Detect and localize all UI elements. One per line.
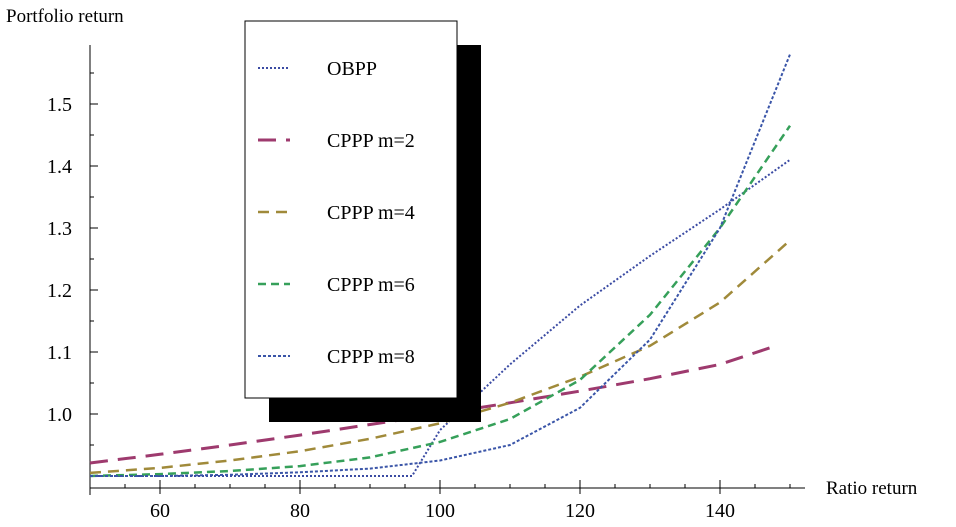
legend-label: CPPP m=6 [327, 274, 415, 296]
y-tick-label: 1.1 [47, 342, 72, 364]
y-tick-label: 1.5 [47, 94, 72, 116]
legend-label: CPPP m=8 [327, 346, 415, 368]
y-axis-label: Portfolio return [6, 6, 124, 27]
legend-label: CPPP m=2 [327, 130, 415, 152]
legend-label: OBPP [327, 58, 377, 80]
x-tick-label: 80 [290, 500, 310, 522]
legend-box [244, 20, 458, 399]
series-line-4 [90, 54, 791, 477]
y-tick-label: 1.0 [47, 404, 72, 426]
series-line-0 [90, 158, 791, 477]
x-tick-label: 60 [150, 500, 170, 522]
series-line-3 [89, 124, 792, 478]
axes [89, 45, 805, 495]
legend-items: OBPP CPPP m=2 CPPP m=4 CPPP m=6 CPPP m=8 [258, 58, 415, 368]
y-tick-label: 1.3 [47, 218, 72, 240]
x-tick-label: 120 [565, 500, 595, 522]
x-axis-label: Ratio return [826, 478, 918, 499]
x-tick-label: 140 [705, 500, 735, 522]
legend-label: CPPP m=4 [327, 202, 415, 224]
y-tick-label: 1.2 [47, 280, 72, 302]
x-tick-label: 100 [425, 500, 455, 522]
y-tick-label: 1.4 [47, 156, 72, 178]
series-line-2 [89, 239, 791, 475]
legend: OBPP CPPP m=2 CPPP m=4 CPPP m=6 CPPP m=8 [244, 20, 481, 422]
ticks: 60 80 100 120 140 1.0 1.1 1.2 1.3 1.4 1.5 [47, 72, 791, 522]
